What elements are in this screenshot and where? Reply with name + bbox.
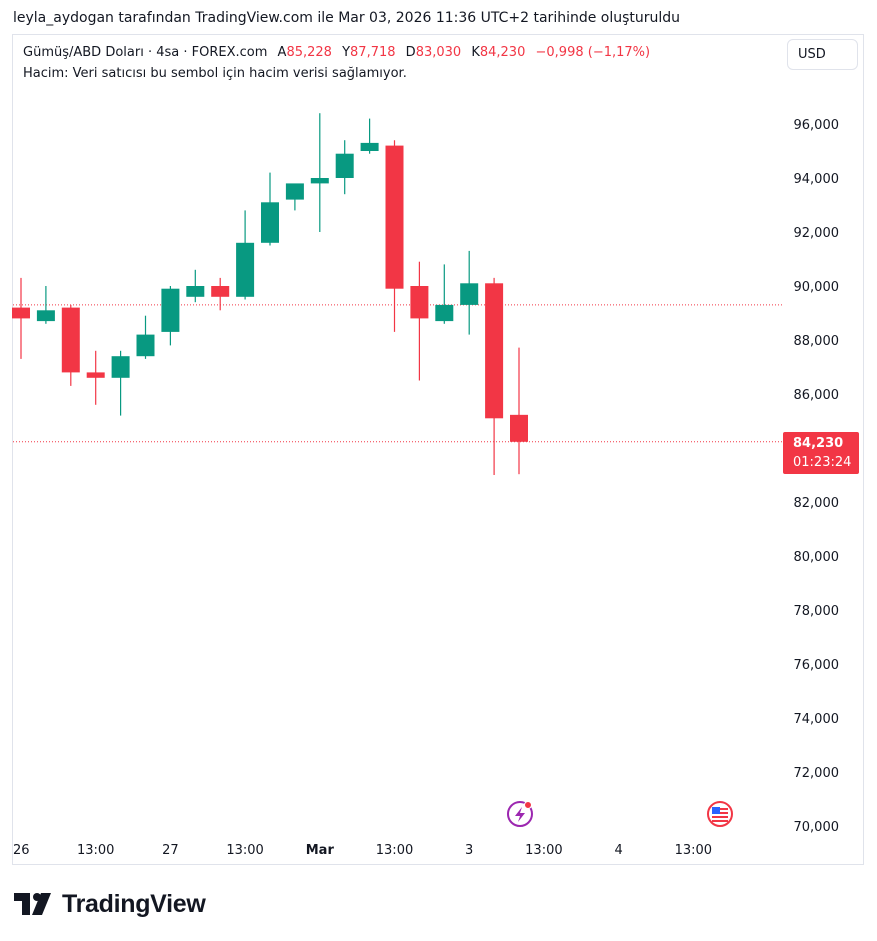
open-label: A <box>277 45 287 60</box>
change-value: −0,998 (−1,17%) <box>535 45 651 60</box>
open-value: 85,228 <box>286 45 332 60</box>
tv-logo-icon <box>14 893 51 915</box>
high-label: Y <box>342 45 351 60</box>
high-value: 87,718 <box>350 45 396 60</box>
bar-countdown: 01:23:24 <box>793 455 852 470</box>
last-price-badge: 84,230 01:23:24 <box>783 432 859 474</box>
tradingview-logo[interactable]: TradingView <box>14 888 206 920</box>
last-price-value: 84,230 <box>793 436 844 451</box>
chart-frame <box>12 34 864 865</box>
volume-note: Hacim: Veri satıcısı bu sembol için haci… <box>23 66 407 81</box>
currency-button[interactable]: USD <box>787 39 858 70</box>
brand-name: TradingView <box>62 889 206 918</box>
symbol-name[interactable]: Gümüş/ABD Doları · 4sa · FOREX.com <box>23 45 268 60</box>
low-label: D <box>405 45 416 60</box>
chart-caption: leyla_aydogan tarafından TradingView.com… <box>13 10 681 26</box>
symbol-legend[interactable]: Gümüş/ABD Doları · 4sa · FOREX.com A85,2… <box>23 45 650 60</box>
close-label: K <box>471 45 480 60</box>
close-value: 84,230 <box>479 45 526 60</box>
low-value: 83,030 <box>415 45 462 60</box>
